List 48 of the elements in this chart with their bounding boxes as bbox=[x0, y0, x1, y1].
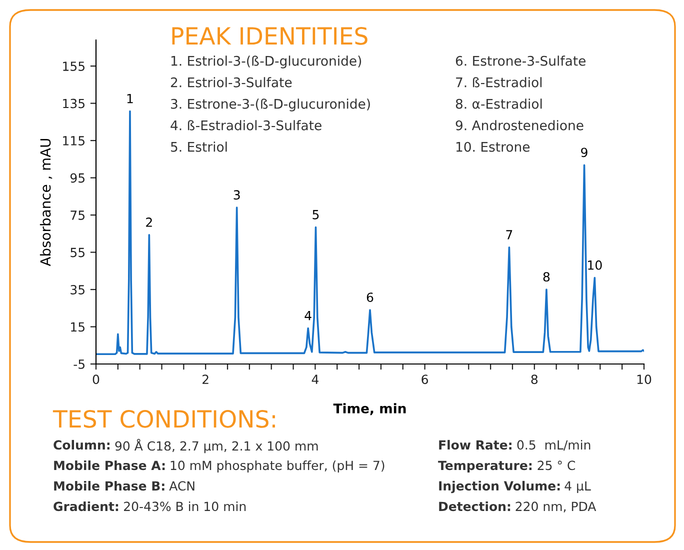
annotation: 2 bbox=[146, 218, 152, 227]
annotation: 7 bbox=[506, 230, 512, 240]
annotation: 6 bbox=[366, 292, 374, 302]
y-tick-label: 35 bbox=[70, 284, 84, 294]
annotation: PEAK IDENTITIES bbox=[172, 26, 368, 45]
y-tick-label: 115 bbox=[63, 136, 84, 146]
x-tick-label: 0 bbox=[92, 374, 100, 384]
x-axis-title: Time, min bbox=[333, 403, 406, 416]
text: Gradient: 20-43% B in 10 min bbox=[54, 501, 246, 512]
annotation: 5. Estriol bbox=[171, 142, 227, 152]
text: Flow Rate: 0.5 mL/min bbox=[439, 440, 590, 451]
y-tick-label: 95 bbox=[70, 173, 84, 183]
text: Detection: 220 nm, PDA bbox=[439, 501, 596, 512]
text: Column: 90 Å C18, 2.7 µm, 2.1 x 100 mm bbox=[54, 438, 318, 454]
y-axis-title: Absorbance , mAU bbox=[40, 138, 52, 266]
annotation: 4 bbox=[304, 310, 312, 320]
line-series bbox=[96, 110, 644, 356]
y-tick-label: -5 bbox=[74, 360, 84, 369]
annotation: 10 bbox=[588, 260, 602, 270]
text: Mobile Phase A: 10 mM phosphate buffer, (pH = 7) bbox=[54, 460, 384, 473]
annotation: 7. ß-Estradiol bbox=[456, 77, 542, 88]
text: TEST CONDITIONS: bbox=[52, 410, 275, 428]
annotation: 5 bbox=[312, 210, 319, 220]
y-tick-label: 75 bbox=[70, 210, 84, 220]
y-tick-label: 15 bbox=[71, 322, 84, 332]
y-tick-label: 155 bbox=[63, 62, 84, 71]
annotation: 1 bbox=[127, 94, 133, 104]
annotation: 1. Estriol-3-(ß-D-glucuronide) bbox=[171, 56, 362, 68]
annotation: 9 bbox=[581, 148, 588, 158]
annotation: 3. Estrone-3-(ß-D-glucuronide) bbox=[171, 98, 370, 112]
x-tick-label: 4 bbox=[312, 374, 318, 384]
x-tick-label: 10 bbox=[637, 374, 652, 384]
annotation: 3 bbox=[234, 190, 240, 200]
x-tick-label: 8 bbox=[531, 374, 538, 384]
text: Temperature: 25 ° C bbox=[438, 460, 575, 473]
annotation: 9. Androstenedione bbox=[456, 120, 584, 130]
annotation: 2. Estriol-3-Sulfate bbox=[170, 77, 292, 88]
annotation: 10. Estrone bbox=[456, 142, 530, 152]
annotation: 8. α-Estradiol bbox=[456, 98, 542, 109]
x-tick-label: 6 bbox=[422, 374, 428, 384]
annotation: 6. Estrone-3-Sulfate bbox=[456, 56, 586, 66]
y-tick-label: 55 bbox=[70, 248, 84, 258]
annotation: 4. ß-Estradiol-3-Sulfate bbox=[170, 120, 322, 130]
text: Mobile Phase B: ACN bbox=[54, 480, 194, 491]
y-tick-label: 135 bbox=[63, 98, 84, 108]
x-tick-label: 2 bbox=[202, 374, 208, 384]
annotation: 8 bbox=[543, 272, 550, 282]
text: Injection Volume: 4 µL bbox=[439, 480, 591, 494]
